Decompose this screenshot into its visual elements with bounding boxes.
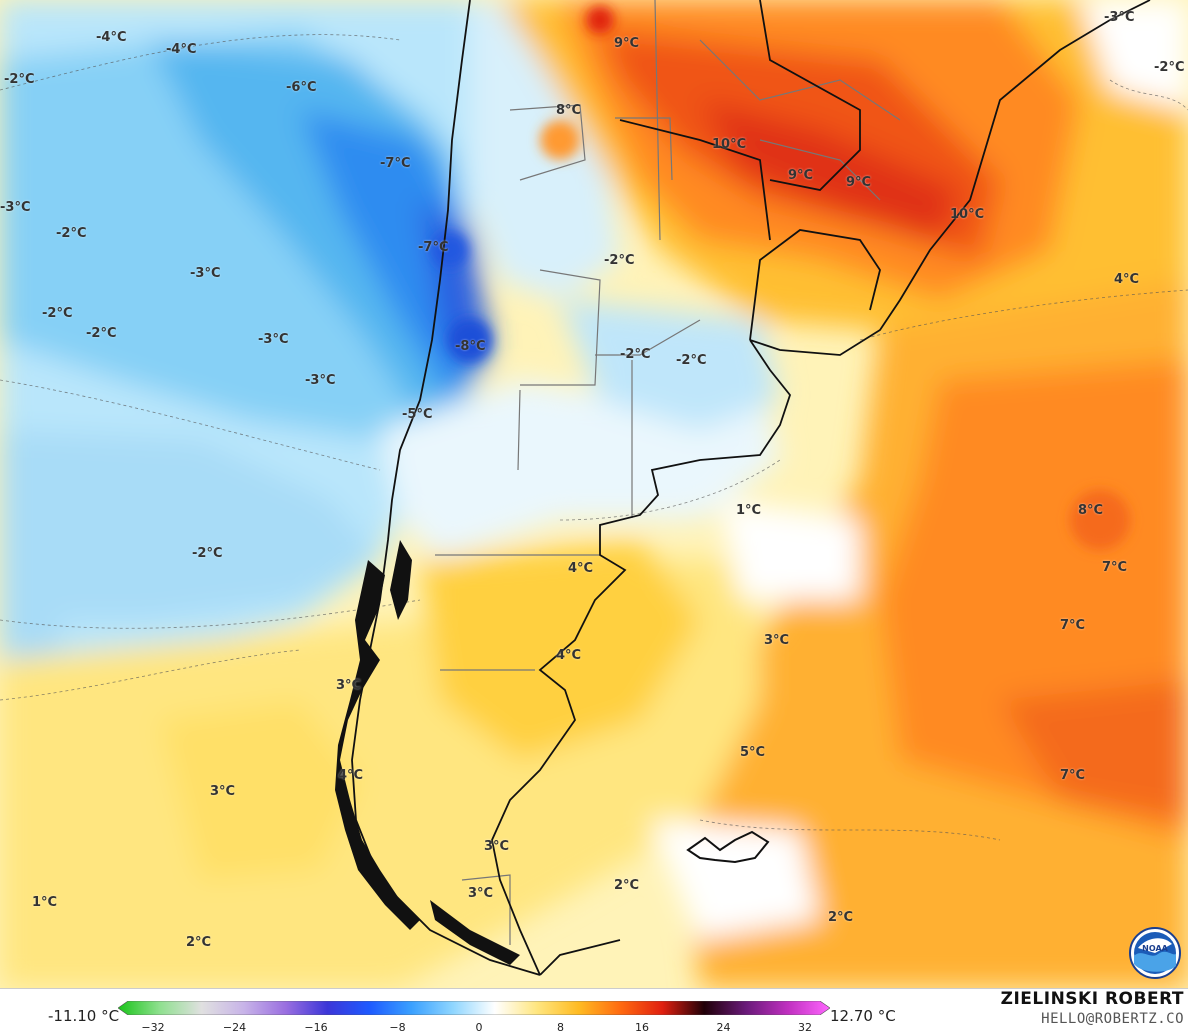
min-value: -11.10 °C [48, 1007, 120, 1025]
temperature-label: -2°C [56, 226, 87, 241]
temperature-label: 3°C [484, 839, 510, 854]
temperature-label: 9°C [846, 175, 872, 190]
temperature-label: -2°C [86, 326, 117, 341]
temperature-anomaly-map: -4°C -4°C -2°C -6°C -7°C -3°C -2°C -7°C -3°C -2°C… [0, 0, 1188, 988]
temperature-label: 10°C [950, 207, 985, 222]
temperature-label: -2°C [604, 253, 635, 268]
contour-lines [0, 34, 1188, 841]
temperature-label: 2°C [614, 878, 640, 893]
temperature-label: -6°C [286, 80, 317, 95]
temperature-label: 5°C [740, 745, 766, 760]
temperature-label: -3°C [258, 332, 289, 347]
map-canvas [0, 0, 1188, 988]
falkland-islands [686, 830, 770, 864]
max-value: 12.70 °C [830, 1007, 896, 1025]
temperature-label: 10°C [712, 137, 747, 152]
chilean-archipelago [335, 540, 520, 965]
temperature-label: -7°C [418, 240, 449, 255]
temperature-label: -8°C [455, 339, 486, 354]
temperature-label: -2°C [1154, 60, 1185, 75]
temperature-label: 4°C [568, 561, 594, 576]
temperature-label: 7°C [1102, 560, 1128, 575]
colorbar-tick-label: −24 [222, 1021, 247, 1034]
temperature-field [0, 0, 1188, 988]
temperature-label: 7°C [1060, 618, 1086, 633]
author-credit: ZIELINSKI ROBERT [1000, 989, 1184, 1009]
temperature-label: -3°C [305, 373, 336, 388]
temperature-label: 8°C [1078, 503, 1104, 518]
temperature-label: 3°C [764, 633, 790, 648]
temperature-label: 2°C [186, 935, 212, 950]
province-borders [435, 0, 901, 945]
temperature-label: 3°C [336, 678, 362, 693]
temperature-label: -2°C [620, 347, 651, 362]
temperature-label: -3°C [190, 266, 221, 281]
colorbar-tick-label: −8 [389, 1021, 406, 1034]
temperature-label: 2°C [828, 910, 854, 925]
noaa-logo: NOAA [1129, 927, 1181, 979]
colorbar-tick-label: 16 [635, 1021, 649, 1034]
colorbar-tick-label: −32 [141, 1021, 165, 1034]
colorbar-tick-label: 0 [475, 1021, 483, 1034]
temperature-label: 7°C [1060, 768, 1086, 783]
temperature-label: 9°C [788, 168, 814, 183]
temperature-label: -5°C [402, 407, 433, 422]
temperature-label: -7°C [380, 156, 411, 171]
noaa-logo-text: NOAA [1142, 944, 1168, 953]
temperature-label: -3°C [1104, 10, 1135, 25]
temperature-label: -4°C [96, 30, 127, 45]
colorbar-tick-label: 24 [716, 1021, 731, 1034]
temperature-label: 9°C [614, 36, 640, 51]
temperature-label: 4°C [338, 768, 364, 783]
temperature-label: 1°C [32, 895, 58, 910]
author-email: HELLO@ROBERTZ.CO [1041, 1011, 1184, 1027]
colorbar-tick-label: 8 [557, 1021, 564, 1034]
temperature-label: 4°C [1114, 272, 1140, 287]
temperature-label: -2°C [192, 546, 223, 561]
temperature-label: 3°C [210, 784, 236, 799]
colorbar-tick-label: −16 [304, 1021, 328, 1034]
colorbar [118, 1001, 830, 1015]
temperature-label: -2°C [42, 306, 73, 321]
colorbar-tick-label: 32 [798, 1021, 812, 1034]
temperature-label: -3°C [0, 200, 31, 215]
temperature-label: -2°C [676, 353, 707, 368]
temperature-label: 1°C [736, 503, 762, 518]
temperature-label: -2°C [4, 72, 35, 87]
legend-bar: -11.10 °C −32 −24 −16 −8 0 8 16 24 32 12.70 °C Z… [0, 988, 1188, 1036]
temperature-label: 4°C [556, 648, 582, 663]
temperature-label: 3°C [468, 886, 494, 901]
temperature-label: -4°C [166, 42, 197, 57]
fine-field [432, 6, 1130, 550]
temperature-label: 8°C [556, 103, 582, 118]
